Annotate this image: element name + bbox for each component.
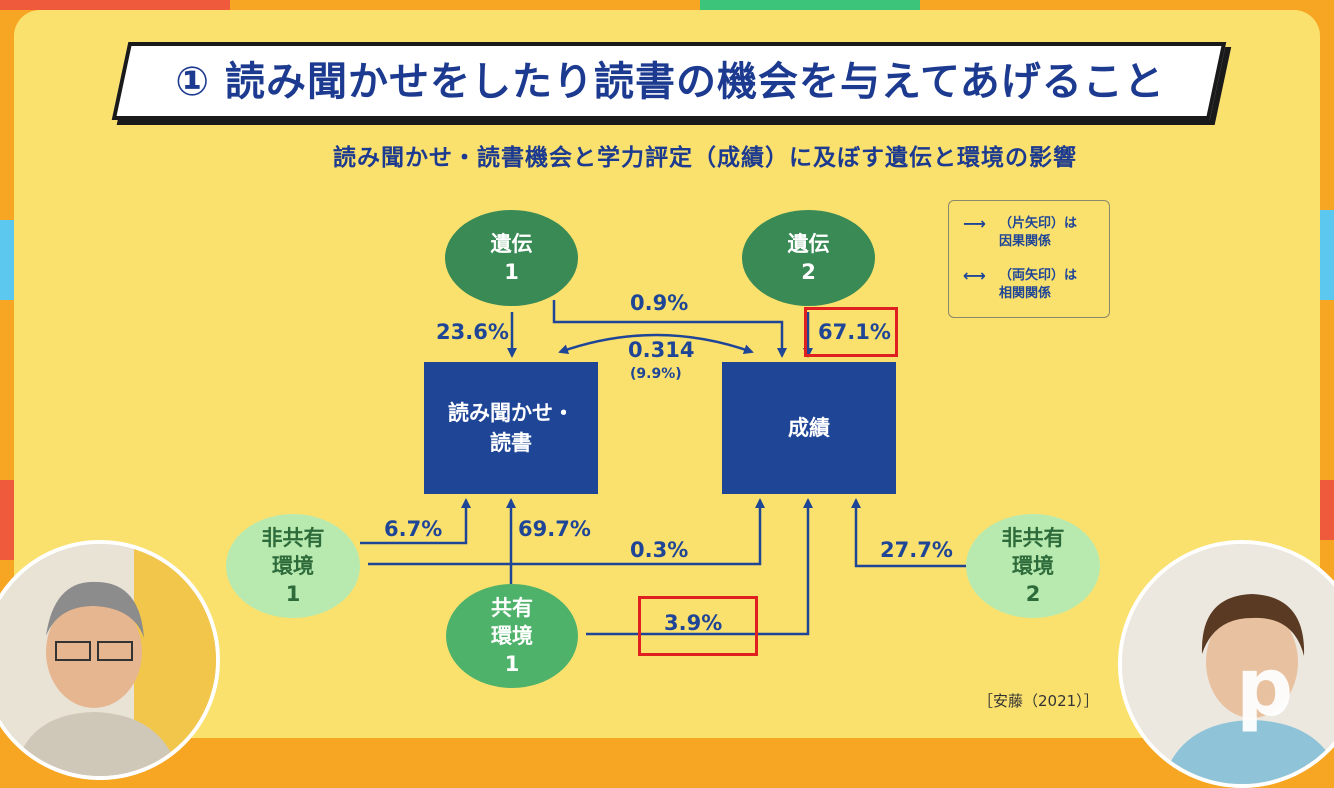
citation: ［安藤（2021）］: [978, 692, 1099, 710]
legend: ⟶ （片矢印）は 因果関係 ⟷ （両矢印）は 相関関係: [948, 200, 1110, 318]
value-gene1-reading: 23.6%: [436, 320, 509, 344]
value-ns1-grades: 0.3%: [630, 538, 689, 562]
arrow-ns2-grades: [851, 498, 968, 568]
arrow-ns1-reading: [360, 498, 471, 545]
double-arrow-icon: ⟷: [963, 266, 986, 285]
value-correlation-percent: (9.9%): [630, 366, 682, 382]
arrow-ns1-grades: [368, 498, 765, 566]
node-nonshared-env-1: 非共有 環境 1: [226, 514, 360, 618]
bg-block-left-red: [0, 480, 14, 560]
highlight-gene2-grades: [804, 307, 898, 357]
slide-panel: [14, 10, 1320, 738]
bg-block-top: [700, 0, 920, 10]
node-shared-env-1: 共有 環境 1: [446, 584, 578, 688]
node-grades: 成績: [722, 362, 896, 494]
arrow-layer: [360, 300, 968, 636]
legend-double-arrow: ⟷ （両矢印）は 相関関係: [963, 266, 1078, 302]
arrow-gene1-grades: [552, 300, 787, 358]
bg-block-topleft: [0, 0, 230, 10]
node-gene-2: 遺伝 2: [742, 210, 875, 306]
bg-block-left-blue: [0, 220, 14, 300]
node-nonshared-env-2: 非共有 環境 2: [966, 514, 1100, 618]
slide-title: ① 読み聞かせをしたり読書の機会を与えてあげること: [175, 59, 1165, 105]
value-ns1-reading: 6.7%: [384, 517, 443, 541]
value-ns2-grades: 27.7%: [880, 538, 953, 562]
value-gene1-grades: 0.9%: [630, 291, 689, 315]
node-reading: 読み聞かせ・ 読書: [424, 362, 598, 494]
diagram-subtitle: 読み聞かせ・読書機会と学力評定（成績）に及ぼす遺伝と環境の影響: [333, 145, 1077, 171]
value-shared-grades: 3.9%: [664, 611, 723, 635]
arrow-shared-grades: [586, 498, 813, 636]
highlight-shared-grades: [638, 596, 758, 656]
presenter-right-figure: [1122, 544, 1334, 784]
value-gene2-grades: 67.1%: [818, 320, 891, 344]
presenter-right-video: [1118, 540, 1334, 788]
channel-logo-icon: p: [1236, 641, 1294, 734]
value-shared-reading: 69.7%: [518, 517, 591, 541]
presenter-left-figure: [0, 544, 216, 776]
right-arrow-icon: ⟶: [963, 214, 986, 233]
value-correlation: 0.314: [628, 338, 695, 362]
node-gene-1: 遺伝 1: [445, 210, 578, 306]
arrow-correlation: [558, 333, 754, 355]
presenter-left-video: [0, 540, 220, 780]
bg-block-right-red: [1320, 480, 1334, 540]
bg-block-right-blue: [1320, 210, 1334, 300]
legend-single-arrow: ⟶ （片矢印）は 因果関係: [963, 214, 1078, 250]
